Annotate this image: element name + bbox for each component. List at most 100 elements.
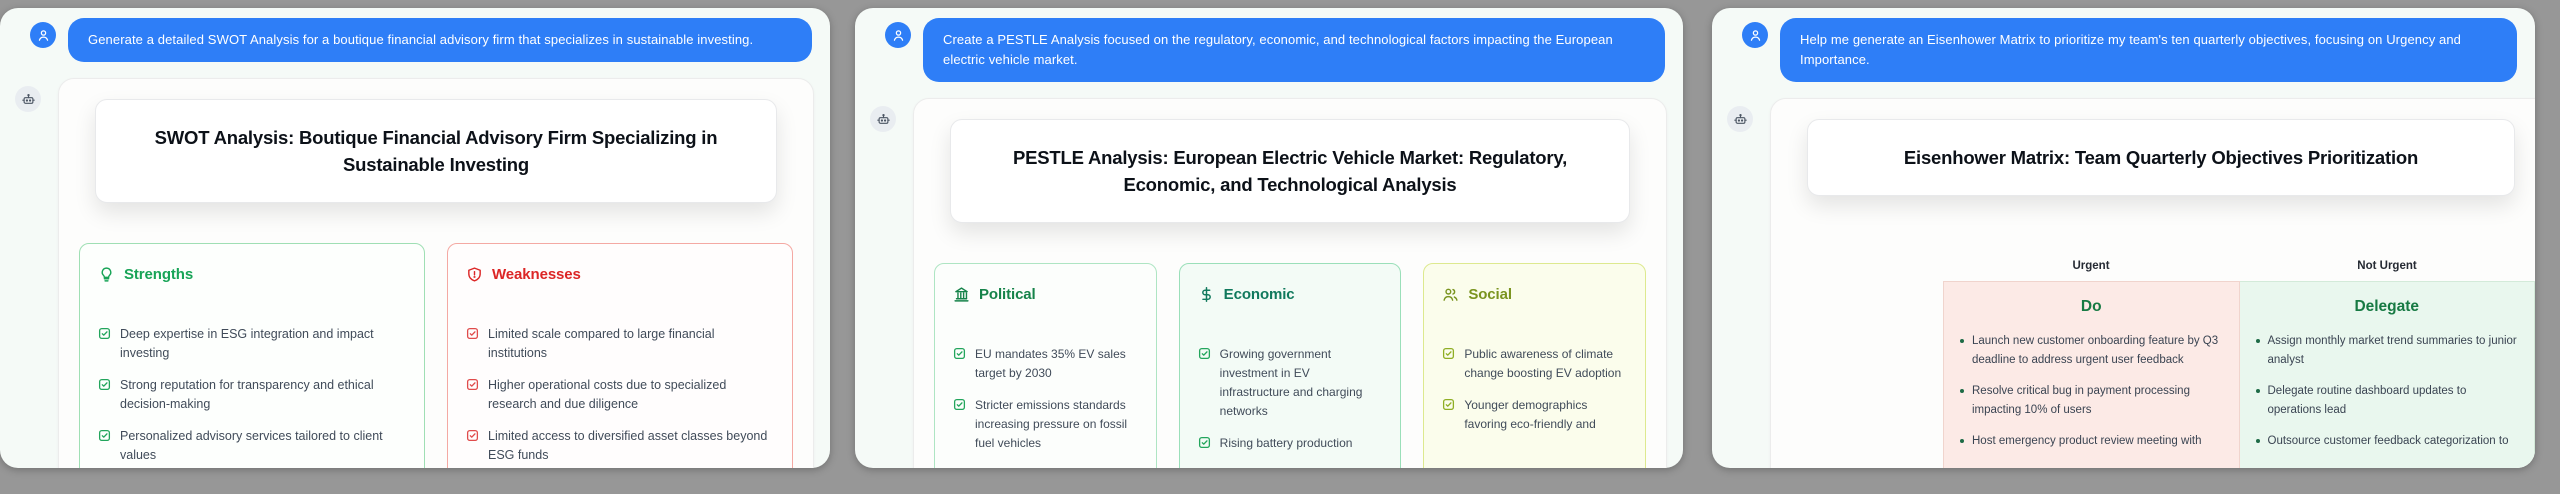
list-item: Rising battery production [1198, 434, 1383, 453]
matrix-item: Launch new customer onboarding feature b… [1960, 332, 2223, 370]
person-icon [38, 29, 48, 41]
robot-icon [21, 93, 35, 104]
strengths-card: Strengths Deep expertise in ESG integrat… [79, 243, 425, 468]
bullet-dot [2255, 339, 2260, 343]
bullet-dot [1960, 389, 1964, 393]
user-message-bubble: Generate a detailed SWOT Analysis for a … [68, 18, 812, 62]
dollar-sign-icon [1201, 287, 1211, 302]
list-item: Strong reputation for transparency and e… [98, 376, 406, 414]
social-list: Public awareness of climate change boost… [1442, 345, 1627, 434]
list-item: Higher operational costs due to speciali… [466, 376, 774, 414]
analysis-title-card: Eisenhower Matrix: Team Quarterly Object… [1807, 119, 2515, 196]
check-square-icon [466, 429, 479, 442]
list-item: Limited access to diversified asset clas… [466, 427, 774, 465]
list-item: Stricter emissions standards increasing … [953, 396, 1138, 453]
economic-label: Economic [1223, 286, 1295, 303]
economic-header: Economic [1198, 286, 1383, 303]
urgent-column-header: Urgent [2072, 260, 2110, 272]
matrix-item: Assign monthly market trend summaries to… [2255, 332, 2519, 370]
person-icon [1750, 29, 1760, 41]
do-quadrant: Do Launch new customer onboarding featur… [1943, 281, 2240, 468]
matrix-item: Outsource customer feedback categorizati… [2255, 432, 2519, 451]
list-item: Deep expertise in ESG integration and im… [98, 325, 406, 363]
strengths-list: Deep expertise in ESG integration and im… [98, 325, 406, 465]
bullet-dot [2255, 389, 2260, 393]
bullet-dot [1960, 439, 1964, 443]
matrix-quadrants: Do Launch new customer onboarding featur… [1943, 281, 2535, 468]
matrix-column-headers: Urgent Not Urgent [1943, 260, 2535, 272]
robot-icon [876, 113, 890, 124]
matrix-item: Resolve critical bug in payment processi… [1960, 382, 2223, 420]
bot-avatar [1727, 106, 1753, 132]
matrix-item: Delegate routine dashboard updates to op… [2255, 382, 2519, 420]
lightbulb-icon [101, 267, 112, 282]
list-item: Growing government investment in EV infr… [1198, 345, 1383, 421]
strengths-label: Strengths [124, 266, 194, 283]
users-icon [1443, 288, 1458, 301]
political-label: Political [979, 286, 1036, 303]
list-item: Younger demographics favoring eco-friend… [1442, 396, 1627, 434]
pestle-cards-row: Political EU mandates 35% EV sales targe… [930, 263, 1650, 468]
social-header: Social [1442, 286, 1627, 303]
weaknesses-list: Limited scale compared to large financia… [466, 325, 774, 465]
check-square-icon [98, 378, 111, 391]
strengths-header: Strengths [98, 266, 406, 283]
do-quadrant-label: Do [2080, 298, 2102, 315]
analysis-title-card: SWOT Analysis: Boutique Financial Adviso… [95, 99, 777, 203]
chat-panel-swot: Generate a detailed SWOT Analysis for a … [0, 8, 830, 468]
user-avatar [1742, 22, 1768, 48]
user-message-row: Create a PESTLE Analysis focused on the … [855, 8, 1683, 82]
delegate-quadrant: Delegate Assign monthly market trend sum… [2239, 281, 2535, 468]
matrix-item: Host emergency product review meeting wi… [1960, 432, 2223, 451]
user-message-row: Generate a detailed SWOT Analysis for a … [0, 8, 830, 62]
political-header: Political [953, 286, 1138, 303]
list-item: Limited scale compared to large financia… [466, 325, 774, 363]
political-card: Political EU mandates 35% EV sales targe… [934, 263, 1157, 468]
user-avatar [885, 22, 911, 48]
user-message-bubble: Create a PESTLE Analysis focused on the … [923, 18, 1665, 82]
robot-icon [1733, 113, 1747, 124]
check-square-icon [466, 327, 479, 340]
check-square-icon [953, 347, 966, 360]
shield-alert-icon [468, 267, 481, 282]
check-square-icon [98, 429, 111, 442]
person-icon [893, 29, 903, 41]
check-square-icon [466, 378, 479, 391]
social-label: Social [1468, 286, 1512, 303]
not-urgent-column-header: Not Urgent [2357, 260, 2417, 272]
assistant-response-row: Eisenhower Matrix: Team Quarterly Object… [1712, 98, 2535, 468]
analysis-title: SWOT Analysis: Boutique Financial Adviso… [154, 127, 718, 175]
weaknesses-label: Weaknesses [492, 266, 581, 283]
chat-panel-eisenhower: Help me generate an Eisenhower Matrix to… [1712, 8, 2535, 468]
bot-avatar [870, 106, 896, 132]
check-square-icon [1198, 347, 1210, 360]
user-avatar [30, 22, 56, 48]
response-card: PESTLE Analysis: European Electric Vehic… [913, 98, 1667, 468]
analysis-title: Eisenhower Matrix: Team Quarterly Object… [1903, 147, 2419, 168]
assistant-response-row: SWOT Analysis: Boutique Financial Adviso… [0, 78, 830, 468]
bot-avatar [15, 86, 41, 112]
check-square-icon [953, 398, 966, 411]
economic-card: Economic Growing government investment i… [1178, 263, 1402, 468]
response-card: Eisenhower Matrix: Team Quarterly Object… [1770, 98, 2535, 468]
assistant-response-row: PESTLE Analysis: European Electric Vehic… [855, 98, 1683, 468]
check-square-icon [98, 327, 111, 340]
bullet-dot [2255, 439, 2260, 443]
weaknesses-header: Weaknesses [466, 266, 774, 283]
list-item: EU mandates 35% EV sales target by 2030 [953, 345, 1138, 383]
political-list: EU mandates 35% EV sales target by 2030 … [953, 345, 1138, 453]
response-card: SWOT Analysis: Boutique Financial Adviso… [58, 78, 814, 468]
eisenhower-matrix: Urgent Not Urgent Do Launch new customer… [1787, 260, 2535, 468]
check-square-icon [1443, 398, 1455, 411]
delegate-quadrant-label: Delegate [2354, 298, 2420, 315]
chat-panel-pestle: Create a PESTLE Analysis focused on the … [855, 8, 1683, 468]
swot-cards-row: Strengths Deep expertise in ESG integrat… [75, 243, 797, 468]
user-message-bubble: Help me generate an Eisenhower Matrix to… [1780, 18, 2517, 82]
economic-list: Growing government investment in EV infr… [1198, 345, 1383, 453]
user-message-row: Help me generate an Eisenhower Matrix to… [1712, 8, 2535, 82]
weaknesses-card: Weaknesses Limited scale compared to lar… [447, 243, 793, 468]
check-square-icon [1443, 347, 1455, 360]
bullet-dot [1960, 339, 1964, 343]
analysis-title: PESTLE Analysis: European Electric Vehic… [1012, 147, 1568, 195]
